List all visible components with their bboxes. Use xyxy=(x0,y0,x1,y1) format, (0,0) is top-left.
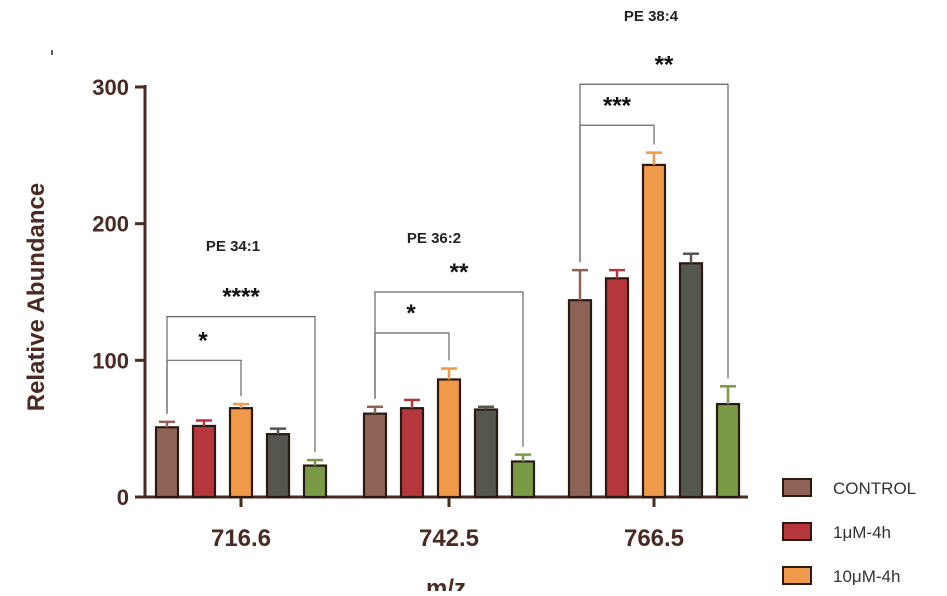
bar xyxy=(265,433,291,499)
legend-label: 1μM-4h xyxy=(833,523,891,542)
significance-label: * xyxy=(406,300,416,327)
significance-bracket xyxy=(166,316,316,453)
bar xyxy=(473,408,499,499)
y-tick-label: 100 xyxy=(92,348,129,373)
legend-swatch xyxy=(782,522,812,541)
significance-bracket xyxy=(374,291,524,447)
significance-bracket xyxy=(166,359,242,414)
bar xyxy=(302,464,328,499)
legend-swatch xyxy=(782,566,812,585)
bar xyxy=(678,262,704,499)
bar xyxy=(715,402,741,499)
y-axis-title: Relative Abundance xyxy=(23,183,50,412)
legend-label: 10μM-4h xyxy=(833,567,900,586)
legend-swatch xyxy=(782,478,812,497)
significance-label: *** xyxy=(603,92,632,119)
significance-label: ** xyxy=(655,51,674,78)
bar xyxy=(436,378,462,499)
bar xyxy=(228,407,254,499)
x-tick-label: 716.6 xyxy=(211,525,271,552)
significance-label: * xyxy=(198,327,208,354)
significance-label: **** xyxy=(222,284,260,311)
significance-bracket xyxy=(579,83,729,379)
bar xyxy=(510,460,536,499)
significance-label: ** xyxy=(450,259,469,286)
bar xyxy=(567,299,593,499)
bar xyxy=(154,426,180,499)
group-title: PE 36:2 xyxy=(407,230,461,247)
group-title: PE 34:1 xyxy=(206,238,260,255)
x-tick-label: 766.5 xyxy=(624,525,684,552)
bar xyxy=(191,424,217,499)
bar xyxy=(641,163,667,499)
y-tick-label: 0 xyxy=(117,485,129,510)
group-title: PE 38:4 xyxy=(624,8,679,25)
bar xyxy=(604,277,630,499)
x-tick-label: 742.5 xyxy=(419,525,479,552)
x-axis-title: m/z xyxy=(426,575,466,591)
legend-label: CONTROL xyxy=(833,479,916,498)
bar xyxy=(362,412,388,499)
bar xyxy=(399,407,425,499)
y-tick-label: 300 xyxy=(92,75,129,100)
y-tick-label: 200 xyxy=(92,212,129,237)
